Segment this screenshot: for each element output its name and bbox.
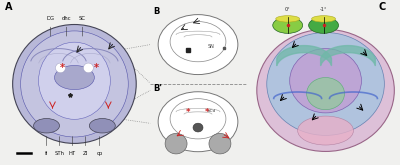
Ellipse shape <box>34 118 60 133</box>
Ellipse shape <box>193 123 203 132</box>
Text: dhc: dhc <box>62 16 71 36</box>
Ellipse shape <box>257 29 394 151</box>
Text: 0°: 0° <box>285 7 290 12</box>
Text: cp: cp <box>96 137 103 156</box>
Text: B: B <box>153 7 160 16</box>
Ellipse shape <box>273 17 303 33</box>
Ellipse shape <box>165 133 187 154</box>
Ellipse shape <box>170 22 226 62</box>
Ellipse shape <box>56 63 66 73</box>
Text: *: * <box>60 63 65 73</box>
Text: A: A <box>5 2 12 12</box>
Ellipse shape <box>54 66 94 90</box>
Ellipse shape <box>170 99 226 139</box>
Text: fi: fi <box>45 137 48 156</box>
Ellipse shape <box>312 16 336 22</box>
Ellipse shape <box>89 118 115 133</box>
Ellipse shape <box>290 49 362 113</box>
Ellipse shape <box>21 31 128 137</box>
Ellipse shape <box>84 63 93 73</box>
Ellipse shape <box>309 17 338 33</box>
Ellipse shape <box>38 42 110 119</box>
Ellipse shape <box>298 116 354 145</box>
Text: DG: DG <box>46 16 54 36</box>
Text: B': B' <box>153 84 162 93</box>
Ellipse shape <box>158 15 238 75</box>
Text: dCd: dCd <box>208 109 216 113</box>
Ellipse shape <box>158 92 238 152</box>
Ellipse shape <box>13 25 136 143</box>
Text: *: * <box>94 63 99 73</box>
Text: -1°: -1° <box>320 7 327 12</box>
Text: HT: HT <box>69 137 76 156</box>
Text: STh: STh <box>55 137 65 156</box>
Text: *: * <box>204 108 209 117</box>
Ellipse shape <box>209 133 231 154</box>
Text: C: C <box>378 2 385 12</box>
Ellipse shape <box>276 16 300 22</box>
Ellipse shape <box>307 78 344 110</box>
Ellipse shape <box>267 33 384 135</box>
Text: SN: SN <box>208 44 215 49</box>
Text: SC: SC <box>79 16 86 36</box>
Text: *: * <box>186 108 190 117</box>
Text: ZI: ZI <box>83 137 88 156</box>
